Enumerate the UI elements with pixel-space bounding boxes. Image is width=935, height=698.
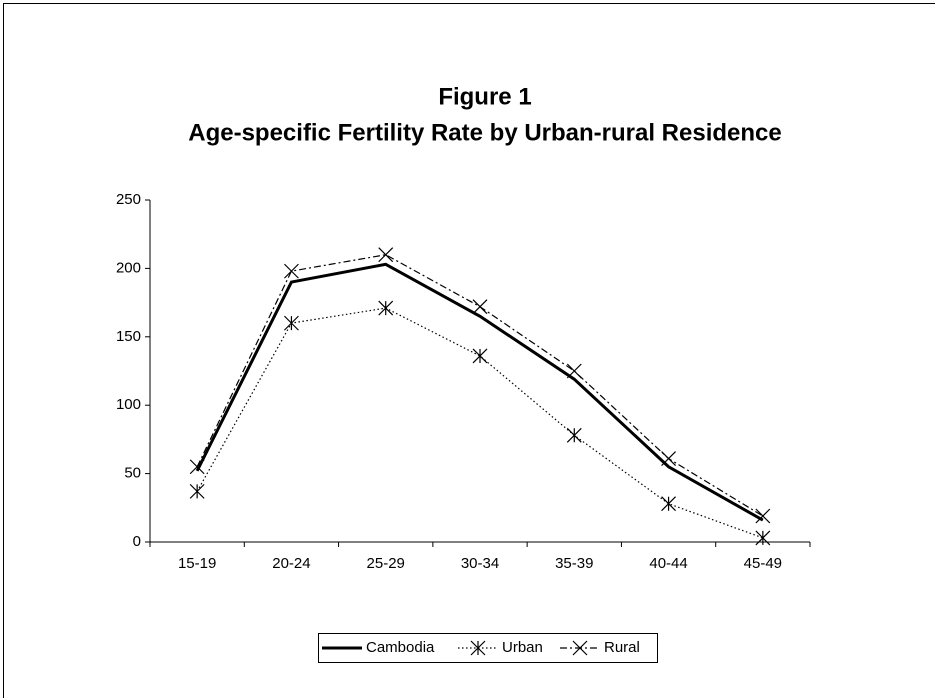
marker	[661, 496, 676, 512]
y-tick-label: 100	[116, 396, 141, 413]
y-tick-label: 200	[116, 259, 141, 276]
marker	[566, 427, 582, 443]
marker	[189, 483, 205, 499]
chart-title: Figure 1	[438, 83, 531, 110]
marker	[470, 640, 486, 656]
chart-frame	[3, 3, 935, 698]
x-tick-label: 45-49	[744, 555, 782, 572]
y-tick-label: 150	[116, 328, 141, 345]
x-tick-label: 30-34	[461, 555, 499, 572]
legend-label: Urban	[502, 639, 543, 656]
y-tick-label: 50	[124, 465, 141, 482]
marker	[284, 263, 299, 279]
x-tick-label: 20-24	[272, 555, 310, 572]
marker	[472, 299, 488, 315]
legend-box	[318, 633, 658, 663]
marker	[755, 530, 771, 546]
x-tick-label: 15-19	[178, 555, 216, 572]
marker	[284, 315, 299, 331]
marker	[378, 300, 394, 316]
marker	[755, 508, 771, 524]
marker	[378, 247, 394, 263]
marker	[661, 451, 676, 466]
chart-subtitle: Age-specific Fertility Rate by Urban-rur…	[188, 119, 782, 146]
legend-label: Cambodia	[366, 639, 435, 656]
marker	[572, 640, 588, 656]
x-tick-label: 35-39	[555, 555, 593, 572]
x-tick-label: 40-44	[649, 555, 687, 572]
series-line	[195, 262, 764, 522]
marker	[472, 348, 488, 364]
y-tick-label: 250	[116, 191, 141, 208]
marker	[189, 459, 205, 475]
y-tick-label: 0	[133, 533, 141, 550]
legend-label: Rural	[604, 639, 640, 656]
marker	[566, 363, 582, 379]
x-tick-label: 25-29	[367, 555, 405, 572]
